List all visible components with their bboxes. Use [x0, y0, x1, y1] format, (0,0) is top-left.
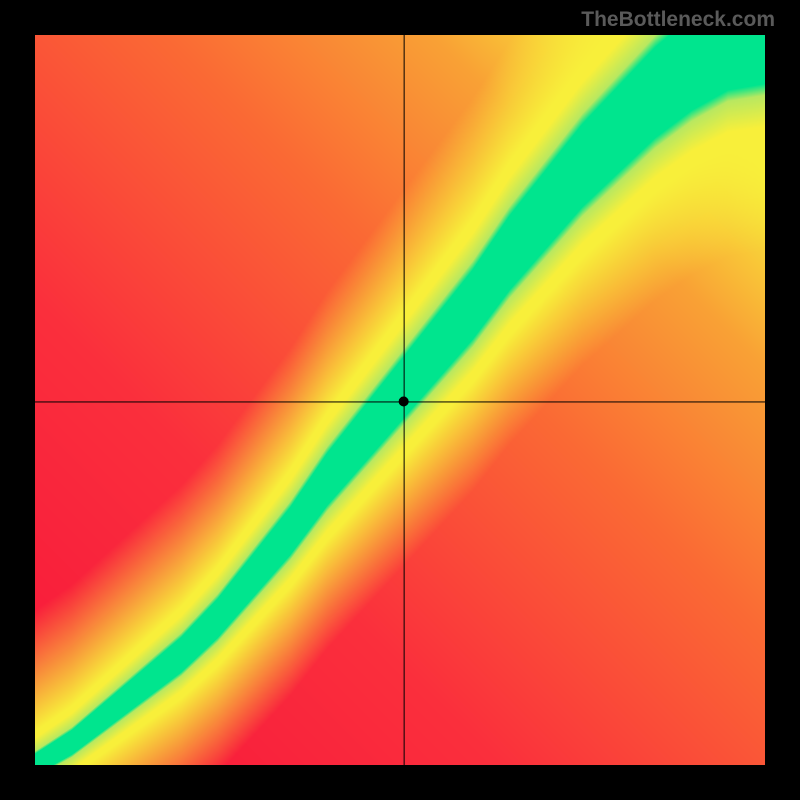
heatmap-canvas — [35, 35, 765, 765]
heatmap-plot — [35, 35, 765, 765]
watermark-text: TheBottleneck.com — [581, 8, 775, 32]
chart-container: TheBottleneck.com — [0, 0, 800, 800]
